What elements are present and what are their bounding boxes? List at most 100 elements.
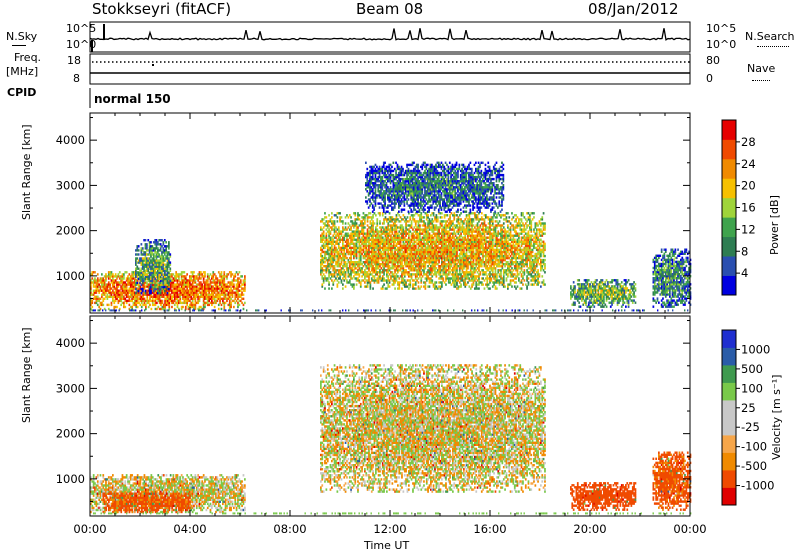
echo-cell bbox=[168, 282, 170, 284]
echo-cell bbox=[164, 259, 166, 261]
echo-cell bbox=[423, 216, 425, 218]
echo-cell bbox=[335, 226, 337, 228]
echo-cell bbox=[230, 306, 232, 308]
echo-cell bbox=[398, 277, 400, 279]
echo-cell bbox=[356, 255, 358, 257]
echo-cell bbox=[145, 306, 147, 308]
echo-cell bbox=[418, 281, 420, 283]
echo-cell bbox=[478, 267, 480, 269]
echo-cell bbox=[327, 277, 329, 279]
echo-cell bbox=[184, 271, 186, 273]
echo-cell bbox=[168, 251, 170, 253]
echo-cell bbox=[145, 292, 147, 294]
echo-cell bbox=[146, 296, 148, 298]
echo-cell bbox=[102, 300, 104, 302]
echo-cell bbox=[136, 282, 138, 284]
echo-cell bbox=[375, 214, 377, 216]
echo-cell bbox=[182, 306, 184, 308]
echo-cell bbox=[108, 308, 110, 310]
echo-cell bbox=[383, 273, 385, 275]
echo-cell bbox=[415, 283, 417, 285]
echo-cell bbox=[138, 253, 140, 255]
echo-cell bbox=[195, 306, 197, 308]
echo-cell bbox=[403, 226, 405, 228]
echo-cell bbox=[101, 273, 103, 275]
echo-cell bbox=[243, 308, 245, 310]
echo-cell bbox=[223, 277, 225, 279]
echo-cell bbox=[323, 233, 325, 235]
echo-cell bbox=[105, 277, 107, 279]
echo-cell bbox=[185, 306, 187, 308]
echo-cell bbox=[160, 276, 162, 278]
echo-cell bbox=[204, 271, 206, 273]
echo-cell bbox=[331, 216, 333, 218]
echo-cell bbox=[147, 239, 149, 241]
echo-cell bbox=[320, 226, 322, 228]
echo-cell bbox=[437, 216, 439, 218]
echo-cell bbox=[164, 282, 166, 284]
echo-cell bbox=[425, 267, 427, 269]
echo-cell bbox=[407, 216, 409, 218]
echo-cell bbox=[241, 275, 243, 277]
echo-cell bbox=[223, 306, 225, 308]
echo-cell bbox=[330, 271, 332, 273]
echo-cell bbox=[193, 271, 195, 273]
echo-cell bbox=[342, 222, 344, 224]
echo-cell bbox=[214, 306, 216, 308]
echo-cell bbox=[481, 212, 483, 214]
echo-cell bbox=[119, 271, 121, 273]
echo-cell bbox=[102, 304, 104, 306]
echo-cell bbox=[447, 214, 449, 216]
echo-cell bbox=[389, 265, 391, 267]
echo-cell bbox=[441, 212, 443, 214]
echo-cell bbox=[169, 261, 171, 263]
echo-cell bbox=[350, 216, 352, 218]
echo-cell bbox=[116, 306, 118, 308]
echo-cell bbox=[460, 233, 462, 235]
echo-cell bbox=[342, 226, 344, 228]
echo-cell bbox=[137, 306, 139, 308]
echo-cell bbox=[324, 212, 326, 214]
echo-cell bbox=[376, 218, 378, 220]
echo-cell bbox=[396, 277, 398, 279]
echo-cell bbox=[332, 261, 334, 263]
echo-cell bbox=[436, 273, 438, 275]
echo-cell bbox=[349, 214, 351, 216]
echo-cell bbox=[165, 241, 167, 243]
echo-cell bbox=[243, 294, 245, 296]
echo-cell bbox=[204, 306, 206, 308]
echo-cell bbox=[326, 233, 328, 235]
echo-cell bbox=[331, 212, 333, 214]
echo-cell bbox=[382, 226, 384, 228]
echo-cell bbox=[459, 222, 461, 224]
echo-cell bbox=[460, 283, 462, 285]
echo-cell bbox=[396, 228, 398, 230]
echo-cell bbox=[234, 273, 236, 275]
echo-cell bbox=[326, 216, 328, 218]
echo-cell bbox=[415, 287, 417, 289]
echo-cell bbox=[467, 267, 469, 269]
echo-cell bbox=[192, 300, 194, 302]
echo-cell bbox=[163, 241, 165, 243]
echo-cell bbox=[223, 271, 225, 273]
echo-cell bbox=[478, 283, 480, 285]
echo-cell bbox=[345, 222, 347, 224]
echo-cell bbox=[337, 216, 339, 218]
echo-cell bbox=[168, 276, 170, 278]
echo-cell bbox=[149, 304, 151, 306]
echo-cell bbox=[232, 296, 234, 298]
echo-cell bbox=[463, 222, 465, 224]
echo-cell bbox=[108, 281, 110, 283]
echo-cell bbox=[370, 212, 372, 214]
echo-cell bbox=[348, 216, 350, 218]
echo-cell bbox=[420, 277, 422, 279]
echo-cell bbox=[97, 304, 99, 306]
echo-cell bbox=[200, 281, 202, 283]
echo-cell bbox=[162, 300, 164, 302]
echo-cell bbox=[359, 273, 361, 275]
echo-cell bbox=[164, 306, 166, 308]
echo-cell bbox=[441, 222, 443, 224]
echo-cell bbox=[169, 253, 171, 255]
echo-cell bbox=[401, 261, 403, 263]
echo-cell bbox=[485, 214, 487, 216]
